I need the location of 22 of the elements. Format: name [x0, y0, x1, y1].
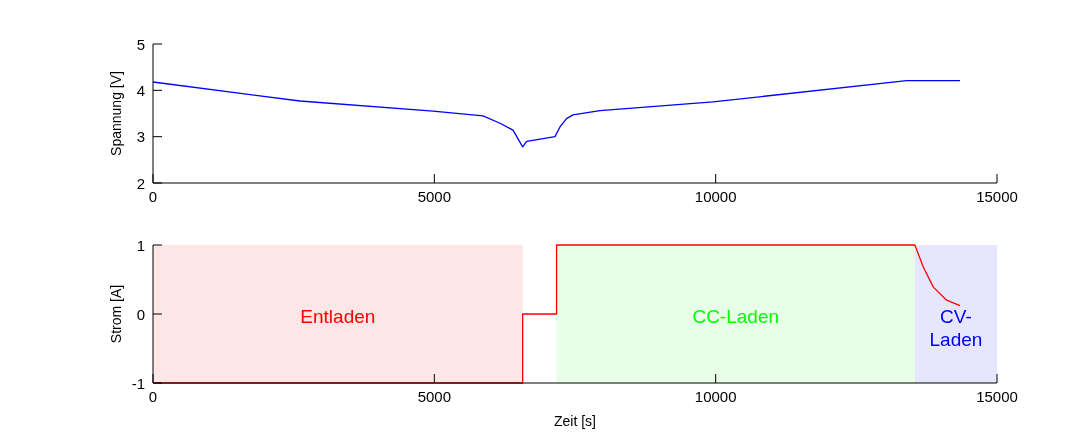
band-label: CV-Laden	[929, 305, 983, 350]
y-tick-label: 5	[136, 35, 145, 53]
x-tick-label: 0	[148, 188, 158, 205]
line-series	[152, 79, 961, 148]
x-tick-label: 15000	[976, 188, 1018, 205]
band-label: Entladen	[300, 305, 376, 327]
y-tick-label: 2	[136, 174, 145, 192]
y-tick-label: 0	[136, 305, 145, 323]
y-tick-label: 4	[136, 81, 145, 99]
x-tick-label: 5000	[417, 388, 452, 405]
y-axis-title: Strom [A]	[108, 284, 124, 344]
x-tick-label: 15000	[976, 388, 1018, 405]
y-tick-label: -1	[131, 374, 145, 392]
y-tick-label: 1	[136, 236, 145, 254]
x-tick-label: 10000	[694, 388, 737, 405]
band-label: CC-Laden	[692, 305, 780, 327]
x-tick-label: 0	[148, 388, 158, 405]
y-tick-label: 3	[136, 128, 145, 146]
y-axis-title: Spannung [V]	[108, 71, 124, 156]
x-tick-label: 10000	[694, 188, 737, 205]
x-tick-label: 5000	[417, 188, 452, 205]
x-axis-title: Zeit [s]	[553, 413, 597, 429]
